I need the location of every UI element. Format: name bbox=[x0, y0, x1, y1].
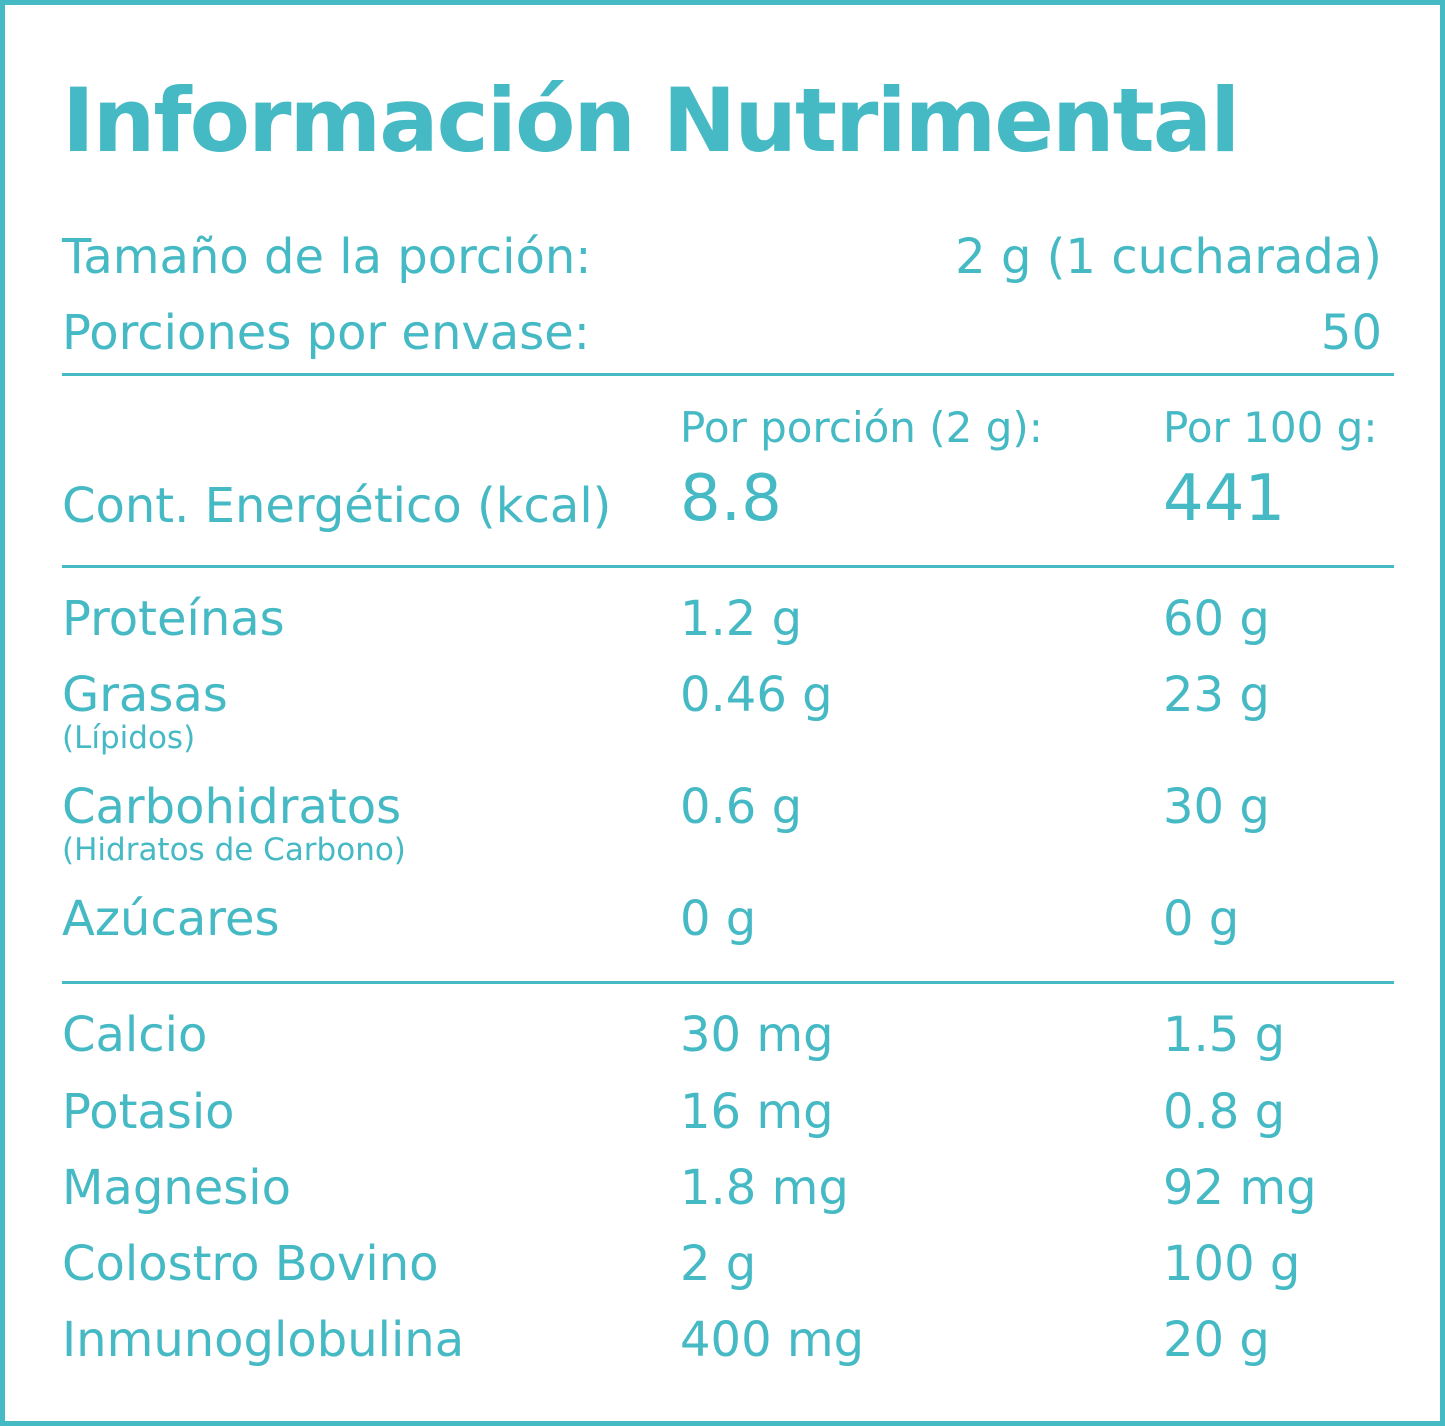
servings-per-container-value: 50 bbox=[1320, 305, 1382, 361]
column-header-per-serving: Por porción (2 g): bbox=[680, 403, 1043, 452]
nutrient-sublabel: (Hidratos de Carbono) bbox=[62, 832, 406, 868]
nutrient-sublabel: (Lípidos) bbox=[62, 720, 196, 756]
divider-line bbox=[62, 565, 1394, 568]
nutrient-label: Potasio bbox=[62, 1084, 235, 1140]
nutrient-label: Colostro Bovino bbox=[62, 1236, 439, 1292]
nutrient-per-serving: 1.8 mg bbox=[680, 1160, 849, 1216]
nutrient-label: Azúcares bbox=[62, 891, 280, 947]
nutrient-per-serving: 0.46 g bbox=[680, 667, 833, 723]
nutrient-per-serving: 2 g bbox=[680, 1236, 757, 1292]
label-title: Información Nutrimental bbox=[62, 69, 1240, 172]
nutrient-per-100g: 60 g bbox=[1163, 591, 1270, 647]
nutrient-label: Proteínas bbox=[62, 591, 285, 647]
nutrient-per-serving: 0.6 g bbox=[680, 779, 803, 835]
energy-per-100g: 441 bbox=[1163, 462, 1286, 536]
nutrient-label: Calcio bbox=[62, 1007, 208, 1063]
nutrient-per-100g: 92 mg bbox=[1163, 1160, 1317, 1216]
nutrient-label: Magnesio bbox=[62, 1160, 291, 1216]
nutrient-label: Grasas bbox=[62, 667, 228, 723]
nutrient-per-100g: 20 g bbox=[1163, 1312, 1270, 1368]
nutrient-per-serving: 0 g bbox=[680, 891, 757, 947]
nutrient-label: Carbohidratos bbox=[62, 779, 402, 835]
serving-size-label: Tamaño de la porción: bbox=[62, 229, 592, 285]
energy-label: Cont. Energético (kcal) bbox=[62, 478, 612, 534]
nutrient-per-serving: 1.2 g bbox=[680, 591, 803, 647]
divider-line bbox=[62, 373, 1394, 376]
nutrient-label: Inmunoglobulina bbox=[62, 1312, 465, 1368]
nutrient-per-100g: 1.5 g bbox=[1163, 1007, 1286, 1063]
energy-per-serving: 8.8 bbox=[680, 462, 782, 536]
nutrient-per-100g: 0.8 g bbox=[1163, 1084, 1286, 1140]
nutrient-per-serving: 400 mg bbox=[680, 1312, 865, 1368]
serving-size-value: 2 g (1 cucharada) bbox=[955, 229, 1382, 285]
nutrient-per-serving: 30 mg bbox=[680, 1007, 834, 1063]
servings-per-container-label: Porciones por envase: bbox=[62, 305, 590, 361]
nutrient-per-100g: 0 g bbox=[1163, 891, 1240, 947]
column-header-per-100g: Por 100 g: bbox=[1163, 403, 1378, 452]
nutrient-per-100g: 100 g bbox=[1163, 1236, 1301, 1292]
nutrient-per-100g: 30 g bbox=[1163, 779, 1270, 835]
nutrient-per-100g: 23 g bbox=[1163, 667, 1270, 723]
divider-line bbox=[62, 981, 1394, 984]
nutrient-per-serving: 16 mg bbox=[680, 1084, 834, 1140]
